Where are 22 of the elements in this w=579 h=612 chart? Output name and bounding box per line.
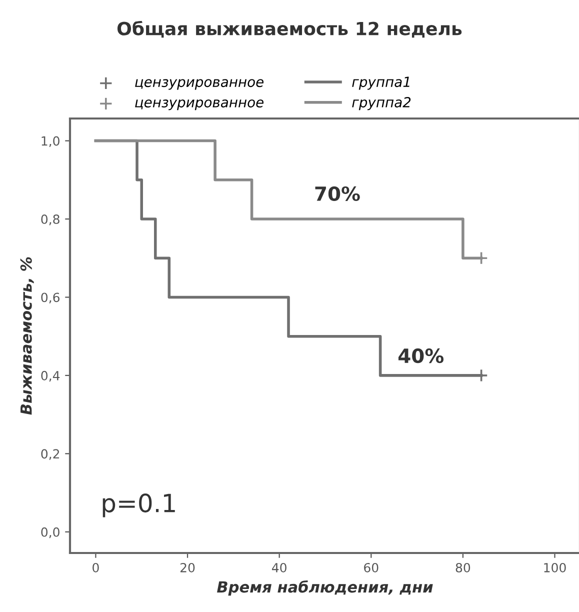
y-tick-label: 1,0	[42, 136, 60, 147]
x-tick-label: 100	[544, 562, 566, 572]
y-tick-label: 0,4	[41, 370, 60, 382]
x-tick-label: 60	[364, 562, 378, 572]
legend-label: группа1	[352, 76, 410, 90]
x-tick-label: 80	[456, 562, 470, 572]
y-tick-label: 0,8	[41, 214, 60, 226]
x-tick-label: 0	[92, 562, 99, 572]
y-axis-title: Выживаемость, %	[20, 257, 34, 415]
x-tick-label: 20	[180, 562, 195, 572]
legend-label: цензурированное	[135, 79, 264, 90]
annotation: 70%	[315, 186, 360, 202]
annotation: 40%	[398, 348, 444, 364]
legend-label: группа2	[352, 96, 411, 110]
annotation: p=0.1	[102, 494, 175, 518]
legend-label: цензурированное	[135, 99, 264, 110]
y-tick-label: 0,2	[41, 449, 60, 460]
x-axis-title: Время наблюдения, дни	[217, 580, 433, 596]
y-tick-label: 0,6	[41, 292, 60, 304]
chart-title: Общая выживаемость 12 недель	[117, 20, 462, 38]
x-tick-label: 40	[272, 562, 286, 572]
y-tick-label: 0,0	[41, 527, 60, 538]
